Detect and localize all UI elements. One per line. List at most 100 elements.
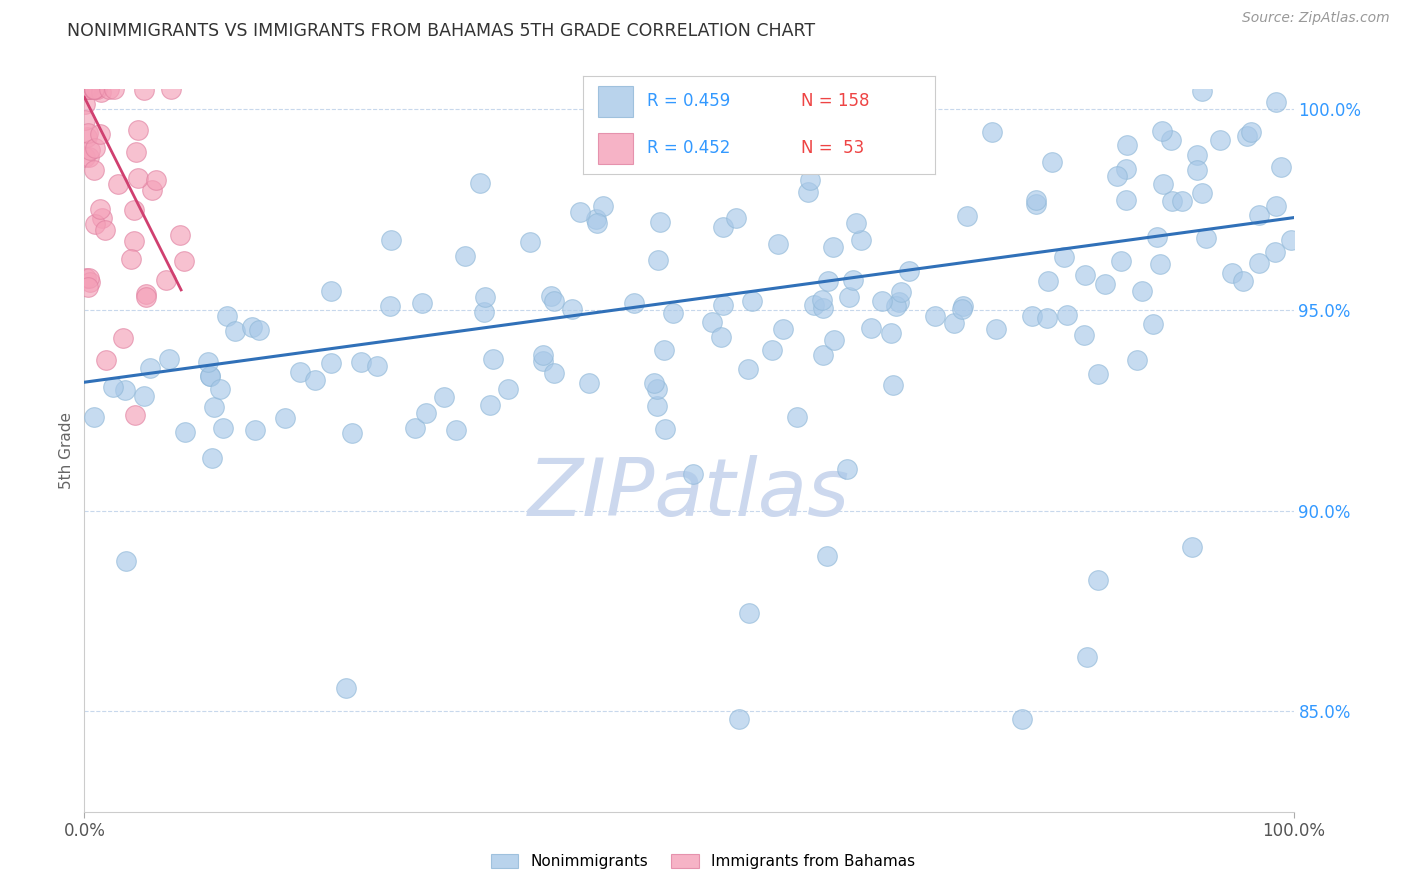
Point <box>86 82 108 96</box>
Point <box>1142 318 1164 332</box>
Point <box>872 293 894 308</box>
Point <box>79 275 101 289</box>
Point <box>127 123 149 137</box>
Point <box>1074 268 1097 282</box>
Point <box>592 199 614 213</box>
Point <box>124 408 146 422</box>
Point <box>101 379 124 393</box>
Point <box>155 273 177 287</box>
Point <box>643 376 665 390</box>
Point <box>83 82 105 96</box>
Point <box>139 360 162 375</box>
Point <box>737 361 759 376</box>
Point <box>89 127 111 141</box>
Point <box>83 409 105 424</box>
Y-axis label: 5th Grade: 5th Grade <box>59 412 75 489</box>
Point <box>1236 128 1258 143</box>
Point <box>478 398 501 412</box>
Point <box>561 302 583 317</box>
Point <box>481 351 503 366</box>
Point <box>1265 199 1288 213</box>
Point <box>772 322 794 336</box>
Point <box>838 290 860 304</box>
Point <box>702 315 724 329</box>
Point <box>83 82 105 96</box>
Text: N =  53: N = 53 <box>801 139 865 157</box>
Point <box>1152 177 1174 191</box>
Point <box>378 299 401 313</box>
Point <box>1191 186 1213 201</box>
Point <box>897 264 920 278</box>
Point <box>77 280 100 294</box>
Point <box>454 250 477 264</box>
Point <box>952 301 974 316</box>
Point <box>90 85 112 99</box>
Point <box>474 290 496 304</box>
Point <box>724 211 747 226</box>
Point <box>120 252 142 266</box>
Point <box>1105 169 1128 183</box>
Point <box>1025 196 1047 211</box>
Point <box>103 82 125 96</box>
Point <box>842 273 865 287</box>
Point <box>340 426 363 441</box>
Point <box>73 112 96 127</box>
Text: R = 0.452: R = 0.452 <box>647 139 730 157</box>
Point <box>245 423 267 437</box>
Point <box>86 82 108 96</box>
Point <box>94 223 117 237</box>
Point <box>1115 161 1137 176</box>
Point <box>1087 574 1109 588</box>
Point <box>1146 230 1168 244</box>
Point <box>201 451 224 466</box>
Point <box>887 294 910 309</box>
Point <box>880 326 903 340</box>
Point <box>1220 266 1243 280</box>
Point <box>803 298 825 312</box>
Point <box>319 355 342 369</box>
Point <box>111 331 134 345</box>
Point <box>1035 311 1057 326</box>
Point <box>124 202 146 217</box>
Point <box>288 365 311 379</box>
Point <box>531 349 554 363</box>
Legend: Nonimmigrants, Immigrants from Bahamas: Nonimmigrants, Immigrants from Bahamas <box>485 848 921 875</box>
Point <box>89 202 111 216</box>
Text: N = 158: N = 158 <box>801 93 870 111</box>
Point <box>75 271 97 285</box>
Point <box>741 293 763 308</box>
Point <box>738 607 761 621</box>
Point <box>1195 230 1218 244</box>
Point <box>1181 540 1204 554</box>
Point <box>884 299 907 313</box>
Point <box>531 354 554 368</box>
Point <box>984 321 1007 335</box>
Point <box>84 218 107 232</box>
Point <box>83 82 105 96</box>
Point <box>173 425 195 440</box>
Point <box>75 82 97 96</box>
Point <box>1132 284 1154 298</box>
Text: ZIPatlas: ZIPatlas <box>527 455 851 533</box>
Point <box>1116 137 1139 152</box>
Point <box>145 173 167 187</box>
Point <box>727 712 749 726</box>
Point <box>274 410 297 425</box>
Point <box>1025 193 1047 207</box>
Point <box>1249 207 1271 221</box>
Point <box>540 289 562 303</box>
Point <box>304 373 326 387</box>
Point <box>821 239 844 253</box>
Point <box>845 216 868 230</box>
Point <box>1170 194 1192 209</box>
Point <box>1265 95 1288 109</box>
Point <box>200 369 222 384</box>
Point <box>96 353 118 368</box>
Point <box>585 216 607 230</box>
Point <box>811 348 834 362</box>
Point <box>77 150 100 164</box>
Point <box>1126 353 1149 368</box>
Point <box>141 183 163 197</box>
Point <box>797 186 820 200</box>
Point <box>1185 163 1208 178</box>
